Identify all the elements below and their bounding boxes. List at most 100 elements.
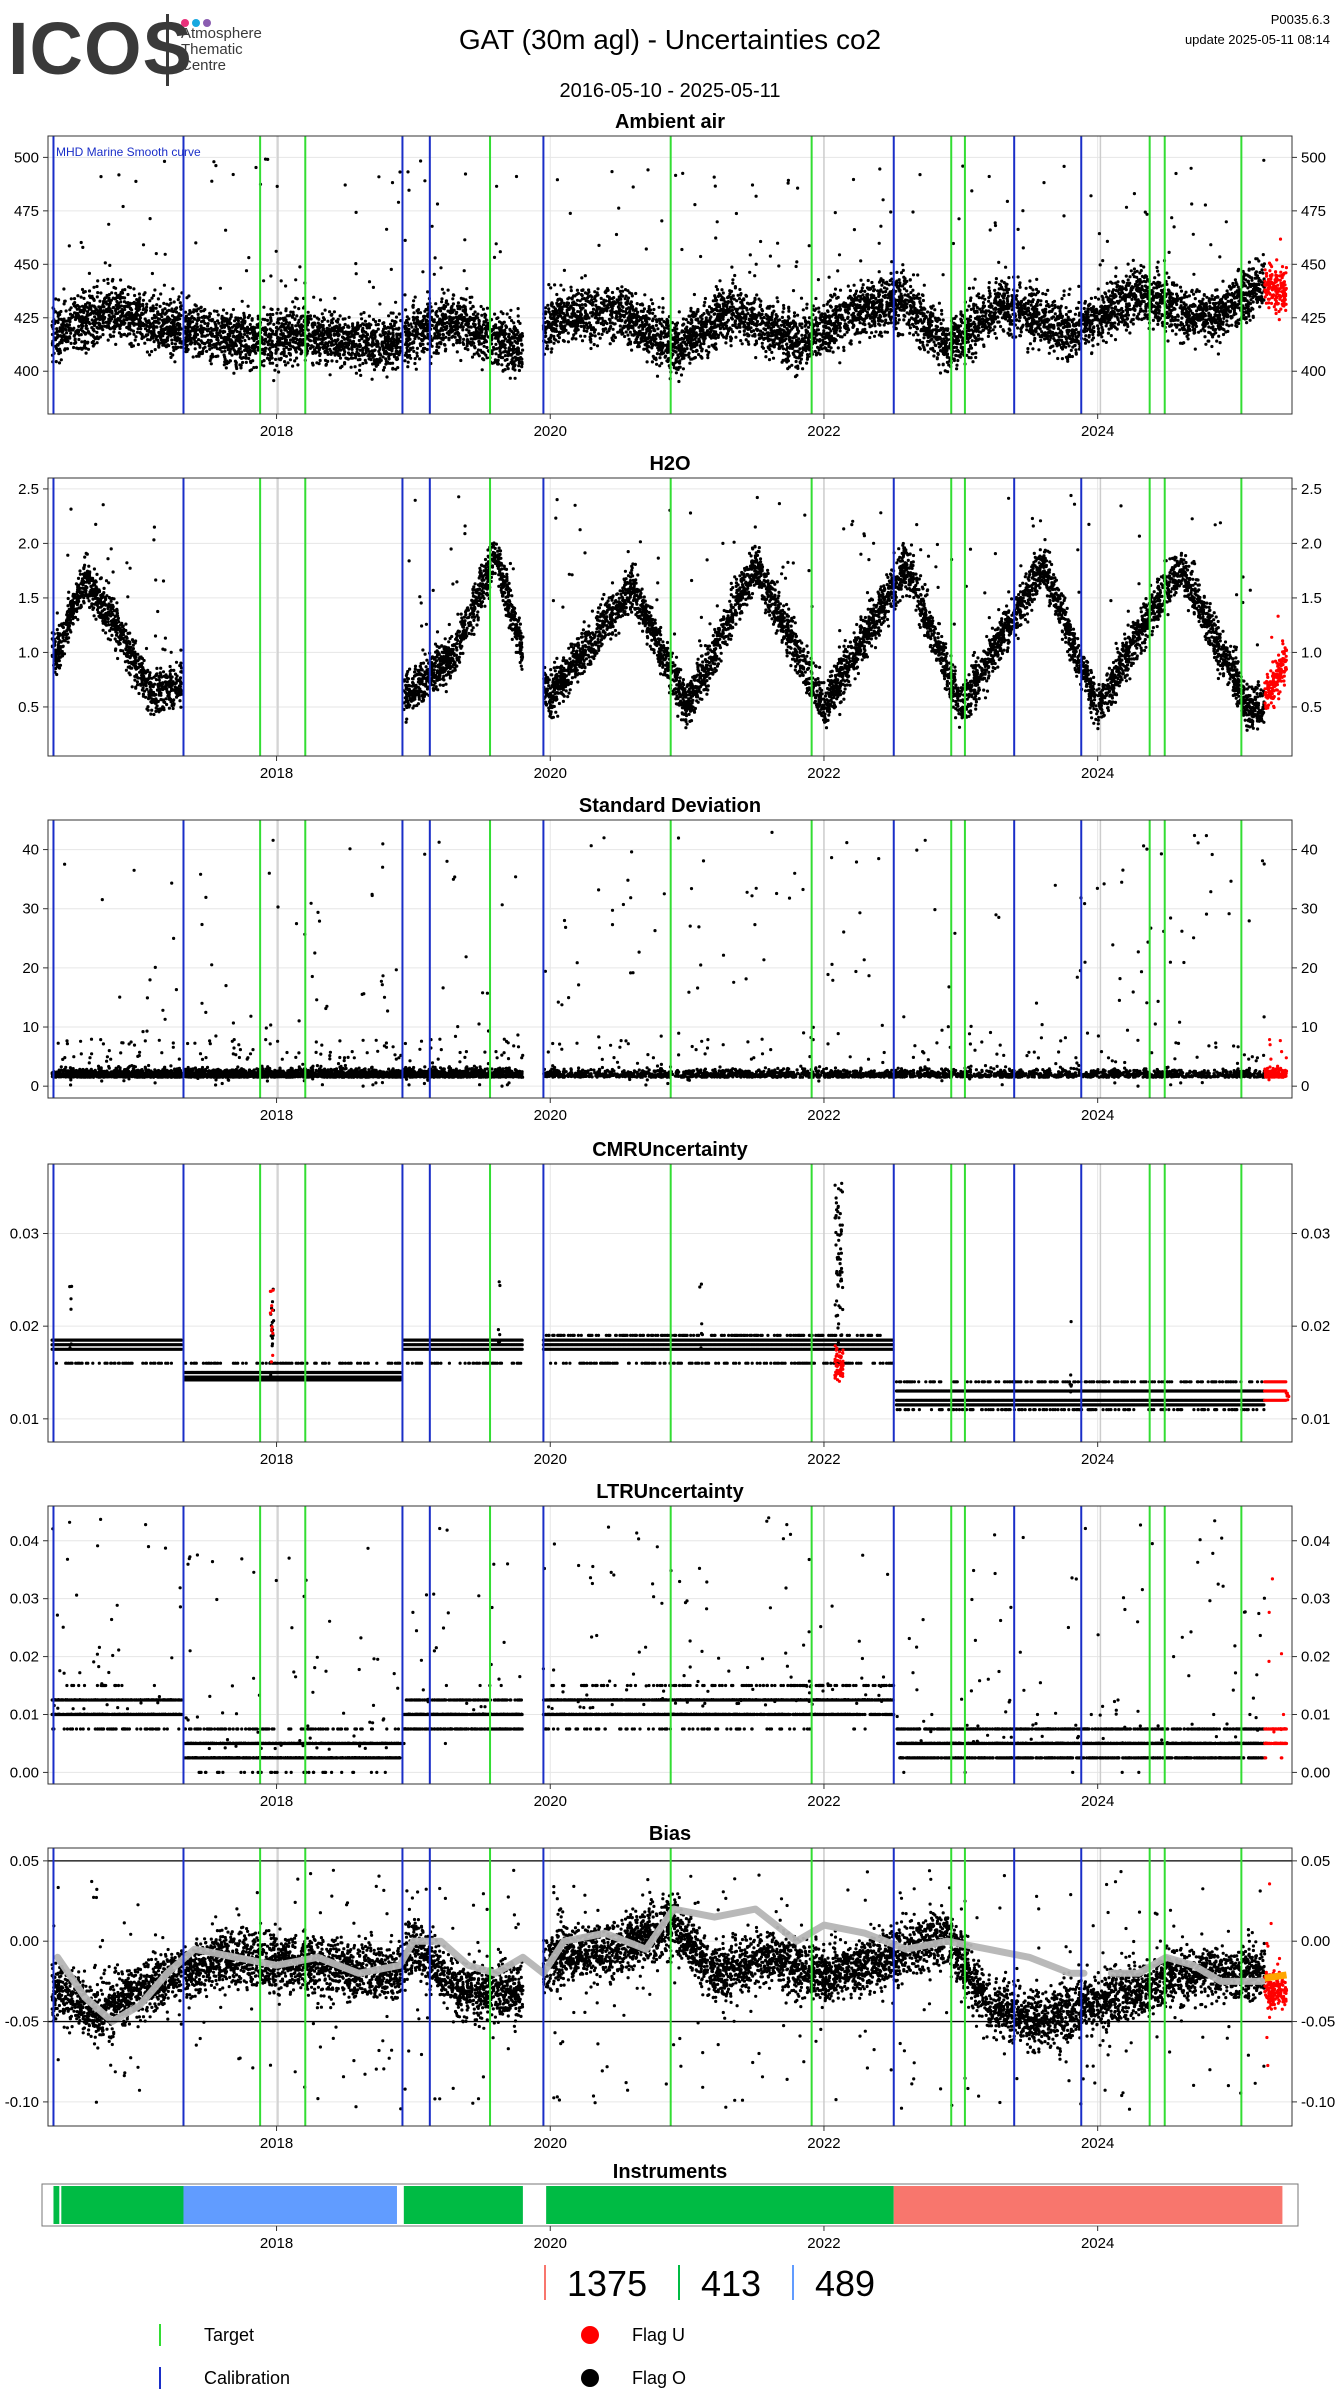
y-tick-label: 1.0 [18, 644, 39, 661]
x-tick-label: 2018 [260, 1793, 293, 1810]
smooth-curve [54, 1905, 1088, 2025]
y-tick-label: 0 [31, 1078, 39, 1095]
target-legend-label: Target [204, 2325, 254, 2345]
logo-dots [181, 14, 214, 32]
y-tick-label-right: 0 [1301, 1078, 1309, 1095]
date-range: 2016-05-10 - 2025-05-11 [559, 80, 781, 102]
instrument-legend: 1375 413 489 [544, 2263, 875, 2304]
flag-u-points [268, 1288, 1291, 1402]
page-title: GAT (30m agl) - Uncertainties co2 [458, 24, 882, 55]
data-points [50, 1516, 1289, 1774]
panel-title: Instruments [613, 2161, 727, 2183]
product-code: P0035.6.3 [1270, 12, 1330, 27]
y-tick-label-right: 20 [1301, 960, 1318, 977]
x-tick-label: 2022 [807, 765, 840, 782]
instrument-bar-489 [183, 2186, 397, 2224]
y-tick-label-right: -0.10 [1301, 2094, 1335, 2111]
y-tick-label-right: 0.01 [1301, 1411, 1330, 1428]
y-tick-label-right: 2.0 [1301, 535, 1322, 552]
update-timestamp: update 2025-05-11 08:14 [1184, 32, 1330, 47]
flag-u-points [1263, 237, 1289, 322]
smooth-curve-annotation: MHD Marine Smooth curve [56, 145, 201, 159]
bottom-legend: Target Calibration Flag U Flag O [159, 2324, 686, 2389]
data-points [50, 157, 1289, 384]
x-tick-label: 2024 [1081, 2135, 1114, 2152]
y-tick-label: 0.03 [10, 1591, 39, 1608]
y-tick-label: 0.05 [10, 1853, 39, 1870]
panel-title: H2O [649, 453, 690, 475]
y-tick-label: 0.01 [10, 1411, 39, 1428]
y-tick-label: -0.05 [5, 2014, 39, 2031]
x-tick-label: 2022 [807, 423, 840, 440]
panel-ambient-air: Ambient air MHD Marine Smooth curve 400 400… [14, 111, 1326, 440]
y-tick-label-right: 0.02 [1301, 1649, 1330, 1666]
data-points [50, 1868, 1289, 2111]
y-tick-label-right: 0.03 [1301, 1591, 1330, 1608]
y-tick-label-right: 425 [1301, 310, 1326, 327]
y-tick-label: 0.04 [10, 1533, 39, 1550]
flag-o-points [50, 493, 1267, 732]
panel-instruments: Instruments 2018 2020 2022 2024 [41, 2161, 1299, 2252]
x-tick-label: 2018 [260, 1451, 293, 1468]
flag-u-legend-label: Flag U [632, 2325, 685, 2345]
header: ICOS Atmosphere Thematic Centre GAT (30m… [0, 0, 1340, 110]
y-tick-label-right: 1.5 [1301, 590, 1322, 607]
x-tick-label: 2024 [1081, 1107, 1114, 1124]
y-tick-label-right: 0.00 [1301, 1764, 1330, 1781]
x-tick-label: 2024 [1081, 1793, 1114, 1810]
y-tick-label-right: 0.04 [1301, 1533, 1330, 1550]
y-tick-label-right: 0.01 [1301, 1707, 1330, 1724]
flag-o-legend-marker [581, 2369, 599, 2387]
y-tick-label: 0.03 [10, 1226, 39, 1243]
instrument-bar-1375 [893, 2186, 1283, 2224]
logo-dot-blue [192, 19, 200, 27]
y-tick-label-right: 0.5 [1301, 699, 1322, 716]
x-tick-label: 2018 [260, 2135, 293, 2152]
x-tick-label: 2024 [1081, 2235, 1114, 2252]
smooth-curve [1107, 1953, 1266, 1985]
flag-u-points [1263, 1577, 1289, 1760]
x-tick-label: 2020 [534, 423, 567, 440]
plot-frame [47, 1163, 1293, 1443]
flag-u-points [1263, 1882, 1289, 2068]
panel-h2o: H2O 0.5 0.5 1.0 1.0 1.5 1.5 2.0 2.0 2.5 2.5 2018 202… [18, 453, 1322, 782]
panel-title: Bias [649, 1823, 691, 1845]
plot-frame [47, 135, 1293, 415]
flag-u-points [1263, 614, 1289, 710]
plot-frame [47, 1847, 1293, 2127]
x-tick-label: 2020 [534, 765, 567, 782]
x-tick-label: 2022 [807, 1451, 840, 1468]
y-tick-label: 0.5 [18, 699, 39, 716]
y-tick-label: 475 [14, 203, 39, 220]
y-tick-label: 0.02 [10, 1318, 39, 1335]
panel-ltruncertainty: LTRUncertainty 0.00 0.00 0.01 0.01 0.02 0.02 0.… [10, 1481, 1330, 1810]
plot-frame [47, 819, 1293, 1099]
panel-bias: Bias -0.10 -0.10 -0.05 -0.05 0.00 0.00 0.05 0.05… [5, 1823, 1335, 2152]
y-tick-label-right: 0.02 [1301, 1318, 1330, 1335]
x-tick-label: 2020 [534, 1793, 567, 1810]
calibration-legend-label: Calibration [204, 2368, 290, 2388]
y-tick-label: 30 [22, 901, 39, 918]
y-tick-label: 425 [14, 310, 39, 327]
y-tick-label-right: 2.5 [1301, 481, 1322, 498]
x-tick-label: 2020 [534, 1451, 567, 1468]
y-tick-label: 1.5 [18, 590, 39, 607]
y-tick-label-right: 0.03 [1301, 1226, 1330, 1243]
y-tick-label: 2.0 [18, 535, 39, 552]
y-tick-label: 0.00 [10, 1764, 39, 1781]
y-tick-label: 450 [14, 256, 39, 273]
x-tick-label: 2020 [534, 1107, 567, 1124]
x-tick-label: 2024 [1081, 1451, 1114, 1468]
instrument-bar-413 [546, 2186, 894, 2224]
instrument-bar-413 [403, 2186, 523, 2224]
x-tick-label: 2022 [807, 2235, 840, 2252]
panel-title: Standard Deviation [579, 795, 761, 817]
y-tick-label: 20 [22, 960, 39, 977]
y-tick-label-right: 400 [1301, 363, 1326, 380]
y-tick-label: 2.5 [18, 481, 39, 498]
logo-dot-pink [181, 19, 189, 27]
logo-dot-purple [203, 19, 211, 27]
flag-o-points [50, 1516, 1267, 1774]
x-tick-label: 2024 [1081, 423, 1114, 440]
